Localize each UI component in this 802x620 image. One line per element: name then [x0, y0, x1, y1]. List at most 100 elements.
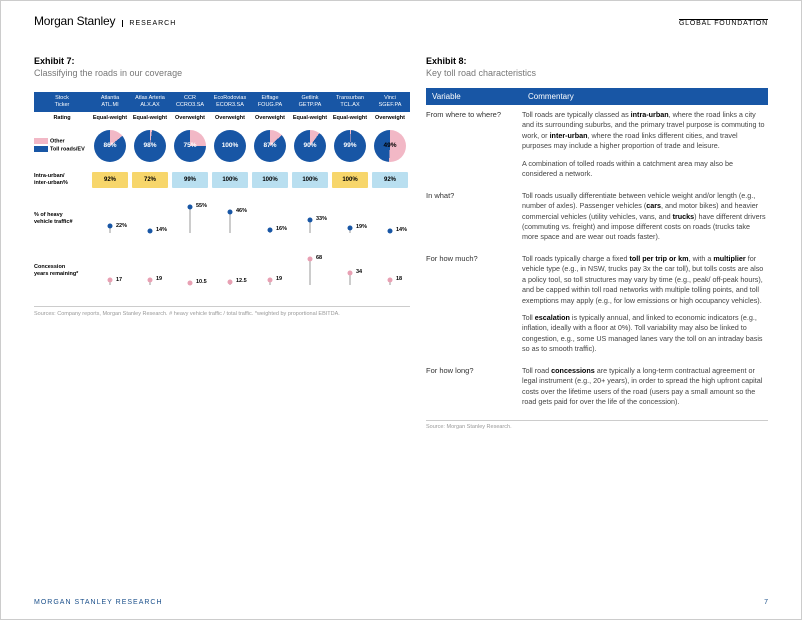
exhibit7-rating-row: RatingEqual-weightEqual-weightOverweight…	[34, 112, 410, 124]
pie-cell: 98%	[130, 130, 170, 162]
rating-value: Overweight	[370, 112, 410, 124]
row-commentary: Toll roads are typically classed as intr…	[522, 105, 768, 185]
row-commentary: Toll road concessions are typically a lo…	[522, 361, 768, 413]
urban-label: Intra-urban/inter-urban%	[34, 173, 90, 187]
lolli-dot	[388, 229, 393, 234]
rating-value: Overweight	[210, 112, 250, 124]
lolli-dot	[108, 278, 113, 283]
footer-left: MORGAN STANLEY RESEARCH	[34, 599, 163, 606]
metric-cell: 14%	[370, 198, 410, 240]
metric-label: % of heavyvehicle traffic#	[34, 212, 90, 226]
th-variable: Variable	[426, 88, 522, 105]
pie-chart: 49%	[374, 130, 406, 162]
pie-chart: 99%	[334, 130, 366, 162]
metric-cell: 19	[130, 250, 170, 292]
rating-value: Equal-weight	[330, 112, 370, 124]
th-commentary: Commentary	[522, 88, 768, 105]
lolli-label: 46%	[236, 208, 247, 214]
brand-name: Morgan Stanley	[34, 14, 115, 28]
lolli-dot	[308, 256, 313, 261]
lolli-dot	[268, 227, 273, 232]
urban-box: 100%	[332, 172, 368, 188]
metric-cell: 19%	[330, 198, 370, 240]
row-commentary: Toll roads typically charge a fixed toll…	[522, 249, 768, 360]
lolli-label: 19	[156, 276, 162, 282]
th-company: EcoRodoviasECOR3.SA	[210, 92, 250, 112]
commentary-para: Toll road concessions are typically a lo…	[522, 366, 768, 408]
pie-cell: 49%	[370, 130, 410, 162]
pie-label: 75%	[183, 142, 196, 149]
exhibit7-concession-row: Concessionyears remaining*171910.512.519…	[34, 250, 410, 292]
exhibit-7: Exhibit 7: Classifying the roads in our …	[34, 56, 410, 317]
exhibit7-table-head: StockTickerAtlantiaATL.MIAtlas ArteriaAL…	[34, 92, 410, 112]
lolli-dot	[188, 281, 193, 286]
metric-cell: 34	[330, 250, 370, 292]
th-company: VinciSGEF.PA	[370, 92, 410, 112]
metric-cell: 14%	[130, 198, 170, 240]
commentary-para: Toll roads usually differentiate between…	[522, 191, 768, 243]
lolli-label: 19%	[356, 224, 367, 230]
exhibit7-pies-row: OtherToll roads/EV86%98% 75% 100% 87% 90% 99%…	[34, 130, 410, 162]
metric-cell: 55%	[170, 198, 210, 240]
pie-label: 100%	[222, 142, 239, 149]
lolli-dot	[388, 277, 393, 282]
pie-chart: 87%	[254, 130, 286, 162]
lolli-dot	[228, 210, 233, 215]
table-row: From where to where?Toll roads are typic…	[426, 105, 768, 186]
page-number: 7	[764, 599, 768, 606]
th-stock-ticker: StockTicker	[34, 92, 90, 112]
lolli-label: 22%	[116, 223, 127, 229]
lolli-label: 14%	[156, 227, 167, 233]
metric-cell: 17	[90, 250, 130, 292]
th-company: Atlas ArteriaALX.AX	[130, 92, 170, 112]
pie-label: 90%	[303, 142, 316, 149]
lolli-dot	[348, 271, 353, 276]
lolli-label: 33%	[316, 216, 327, 222]
lolli-label: 18	[396, 276, 402, 282]
lolli-label: 16%	[276, 226, 287, 232]
exhibit8-title: Exhibit 8:	[426, 56, 768, 66]
pie-chart: 100%	[214, 130, 246, 162]
th-company: EiffageFOUG.PA	[250, 92, 290, 112]
row-commentary: Toll roads usually differentiate between…	[522, 186, 768, 248]
row-variable: In what?	[426, 186, 522, 248]
row-variable: For how much?	[426, 249, 522, 360]
commentary-para: Toll roads are typically classed as intr…	[522, 110, 768, 152]
metric-cell: 10.5	[170, 250, 210, 292]
lolli-dot	[188, 204, 193, 209]
metric-label: Concessionyears remaining*	[34, 264, 90, 278]
pie-cell: 100%	[210, 130, 250, 162]
lolli-dot	[228, 280, 233, 285]
pie-chart: 90%	[294, 130, 326, 162]
metric-cell: 12.5	[210, 250, 250, 292]
pies-legend: OtherToll roads/EV	[34, 138, 90, 154]
pie-label: 99%	[343, 142, 356, 149]
urban-box: 92%	[92, 172, 128, 188]
page-footer: MORGAN STANLEY RESEARCH 7	[34, 599, 768, 606]
lolli-stem	[230, 212, 231, 233]
pie-cell: 90%	[290, 130, 330, 162]
pie-label: 87%	[263, 142, 276, 149]
pie-cell: 86%	[90, 130, 130, 162]
metric-cell: 33%	[290, 198, 330, 240]
metric-cell: 19	[250, 250, 290, 292]
metric-cell: 16%	[250, 198, 290, 240]
urban-box: 100%	[252, 172, 288, 188]
lolli-stem	[310, 259, 311, 285]
rating-value: Overweight	[170, 112, 210, 124]
commentary-para: A combination of tolled roads within a c…	[522, 159, 768, 180]
exhibit7-title: Exhibit 7:	[34, 56, 410, 66]
th-company: GetlinkGETP.PA	[290, 92, 330, 112]
global-foundation: GLOBAL FOUNDATION	[679, 19, 768, 27]
rating-value: Equal-weight	[90, 112, 130, 124]
table-row: For how much?Toll roads typically charge…	[426, 249, 768, 361]
row-variable: From where to where?	[426, 105, 522, 185]
brand: Morgan Stanley RESEARCH	[34, 14, 176, 28]
rating-value: Equal-weight	[290, 112, 330, 124]
exhibit8-table-head: Variable Commentary	[426, 88, 768, 105]
lolli-label: 10.5	[196, 279, 207, 285]
lolli-label: 55%	[196, 203, 207, 209]
exhibit8-subtitle: Key toll road characteristics	[426, 68, 768, 78]
page-header: Morgan Stanley RESEARCH GLOBAL FOUNDATIO…	[34, 14, 768, 28]
rating-value: Overweight	[250, 112, 290, 124]
